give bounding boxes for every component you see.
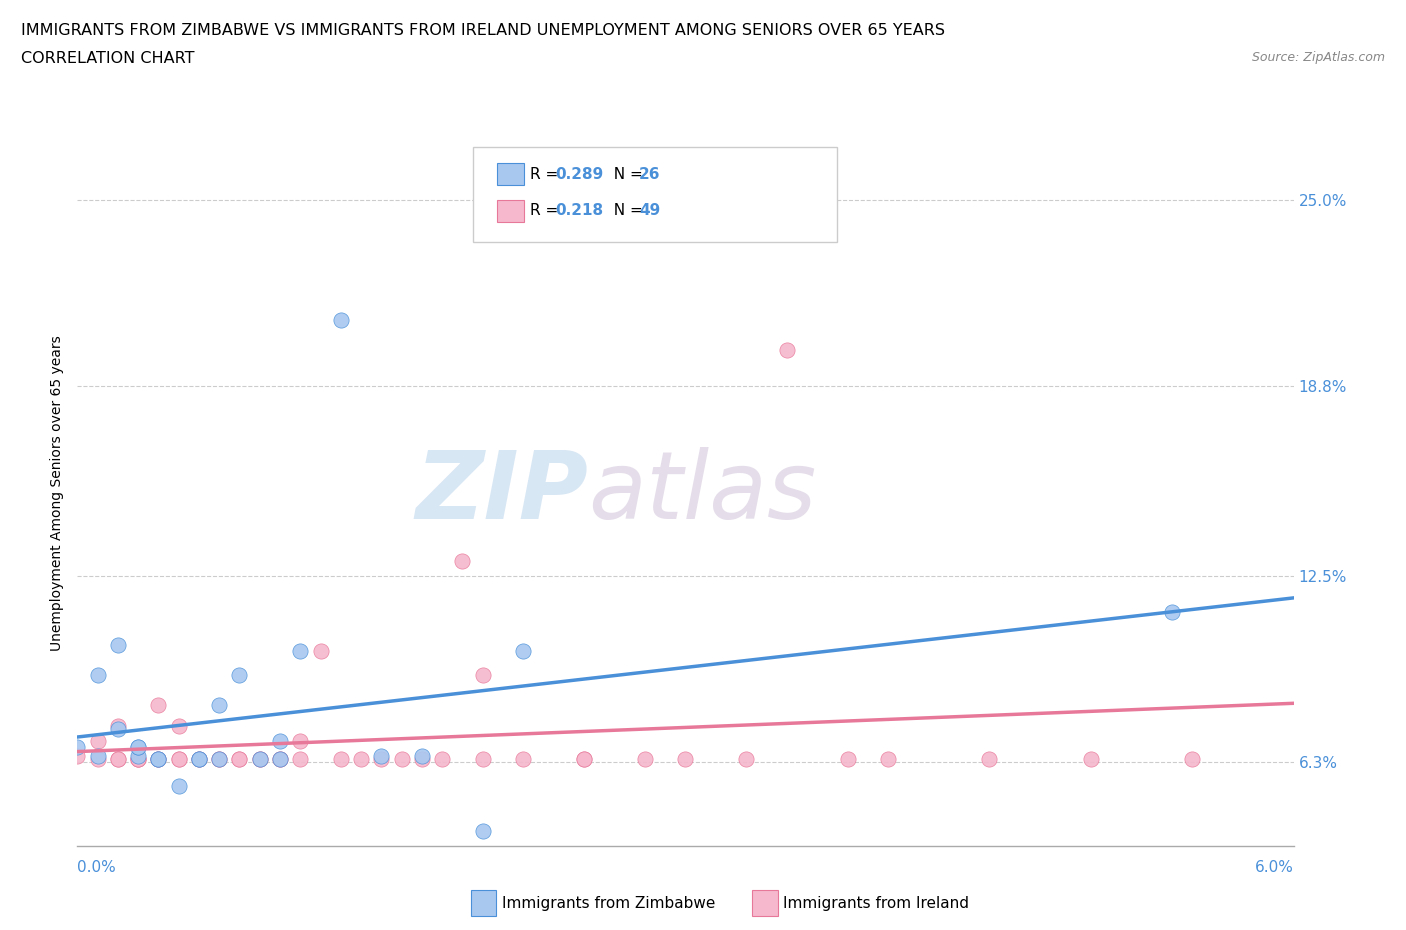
Point [188, 751, 211, 766]
Text: CORRELATION CHART: CORRELATION CHART [21, 51, 194, 66]
Point [370, 749, 392, 764]
Point [391, 751, 413, 766]
Point [572, 751, 595, 766]
Point [329, 312, 352, 327]
Text: 0.0%: 0.0% [77, 860, 117, 875]
Point [249, 751, 271, 766]
Point [127, 739, 149, 754]
Point [107, 722, 129, 737]
Point [290, 751, 312, 766]
Text: ZIP: ZIP [415, 447, 588, 538]
Point [86, 751, 108, 766]
Point [86, 668, 108, 683]
Point [837, 751, 859, 766]
Point [269, 751, 291, 766]
Point [66, 739, 89, 754]
Text: N =: N = [605, 166, 648, 181]
Point [148, 751, 170, 766]
Point [735, 751, 758, 766]
Point [208, 751, 231, 766]
Point [167, 751, 190, 766]
Point [86, 734, 108, 749]
Text: Immigrants from Ireland: Immigrants from Ireland [783, 896, 969, 910]
Point [471, 824, 494, 839]
Point [127, 751, 149, 766]
Point [107, 637, 129, 652]
Text: 26: 26 [640, 166, 661, 181]
Point [127, 751, 149, 766]
Text: Immigrants from Zimbabwe: Immigrants from Zimbabwe [502, 896, 716, 910]
Text: IMMIGRANTS FROM ZIMBABWE VS IMMIGRANTS FROM IRELAND UNEMPLOYMENT AMONG SENIORS O: IMMIGRANTS FROM ZIMBABWE VS IMMIGRANTS F… [21, 23, 945, 38]
Text: Source: ZipAtlas.com: Source: ZipAtlas.com [1251, 51, 1385, 64]
Point [148, 698, 170, 712]
Point [148, 751, 170, 766]
Point [107, 751, 129, 766]
Point [107, 719, 129, 734]
Point [167, 778, 190, 793]
Point [249, 751, 271, 766]
Point [249, 751, 271, 766]
Point [228, 751, 250, 766]
Point [979, 751, 1001, 766]
Point [1161, 604, 1184, 619]
Point [148, 751, 170, 766]
Point [228, 751, 250, 766]
Point [269, 751, 291, 766]
Point [188, 751, 211, 766]
Point [471, 751, 494, 766]
Point [290, 644, 312, 658]
Point [188, 751, 211, 766]
Point [634, 751, 657, 766]
Point [1080, 751, 1102, 766]
Point [127, 749, 149, 764]
Text: R =: R = [530, 166, 562, 181]
Point [370, 751, 392, 766]
Point [411, 749, 433, 764]
Point [167, 719, 190, 734]
FancyBboxPatch shape [472, 147, 838, 242]
Text: atlas: atlas [588, 447, 817, 538]
Text: 6.0%: 6.0% [1254, 860, 1294, 875]
Point [350, 751, 373, 766]
Point [127, 739, 149, 754]
Point [877, 751, 900, 766]
Point [290, 734, 312, 749]
Point [167, 751, 190, 766]
Text: R =: R = [530, 204, 562, 219]
Point [86, 749, 108, 764]
Bar [496, 163, 523, 185]
Point [512, 751, 534, 766]
Point [309, 644, 332, 658]
Point [148, 751, 170, 766]
Text: 49: 49 [640, 204, 661, 219]
Point [776, 342, 799, 357]
Point [188, 751, 211, 766]
Point [1181, 751, 1204, 766]
Point [269, 734, 291, 749]
Text: 0.218: 0.218 [555, 204, 603, 219]
Point [471, 668, 494, 683]
Point [411, 751, 433, 766]
Text: N =: N = [605, 204, 648, 219]
Point [269, 751, 291, 766]
Point [127, 751, 149, 766]
Point [208, 751, 231, 766]
Text: 0.289: 0.289 [555, 166, 603, 181]
Point [675, 751, 697, 766]
Point [329, 751, 352, 766]
Point [228, 668, 250, 683]
Point [208, 751, 231, 766]
Point [208, 698, 231, 712]
Y-axis label: Unemployment Among Seniors over 65 years: Unemployment Among Seniors over 65 years [51, 335, 65, 651]
Point [451, 553, 474, 568]
Point [66, 749, 89, 764]
Point [107, 751, 129, 766]
Point [572, 751, 595, 766]
Point [432, 751, 454, 766]
Point [512, 644, 534, 658]
Bar [496, 200, 523, 222]
